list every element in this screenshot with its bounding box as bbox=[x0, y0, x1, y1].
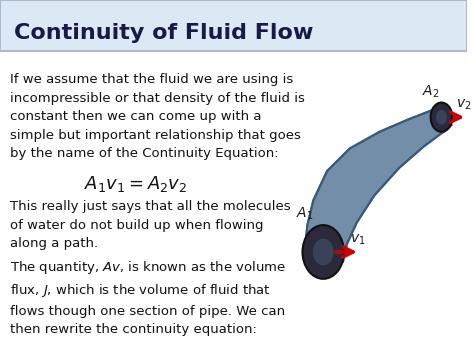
Text: If we assume that the fluid we are using is
incompressible or that density of th: If we assume that the fluid we are using… bbox=[10, 73, 305, 160]
Polygon shape bbox=[305, 110, 451, 262]
Text: $A_1$: $A_1$ bbox=[296, 206, 313, 222]
Ellipse shape bbox=[302, 225, 344, 279]
FancyBboxPatch shape bbox=[0, 0, 467, 51]
Text: The quantity, $Av$, is known as the volume
flux, $J$, which is the volume of flu: The quantity, $Av$, is known as the volu… bbox=[10, 259, 286, 337]
Text: $A_2$: $A_2$ bbox=[422, 84, 439, 100]
Text: $v_1$: $v_1$ bbox=[350, 232, 365, 247]
Text: $A_1v_1 = A_2v_2$: $A_1v_1 = A_2v_2$ bbox=[84, 174, 187, 194]
Text: This really just says that all the molecules
of water do not build up when flowi: This really just says that all the molec… bbox=[10, 200, 291, 250]
Ellipse shape bbox=[313, 239, 334, 266]
Text: $v_2$: $v_2$ bbox=[456, 97, 472, 112]
Ellipse shape bbox=[431, 103, 452, 132]
Text: Continuity of Fluid Flow: Continuity of Fluid Flow bbox=[14, 23, 313, 43]
Ellipse shape bbox=[436, 110, 447, 125]
